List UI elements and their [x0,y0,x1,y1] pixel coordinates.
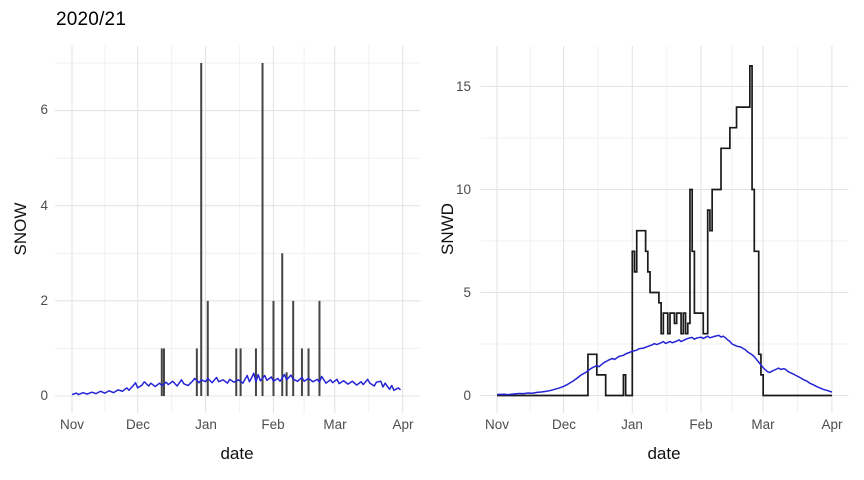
snow-x-axis-title: date [220,444,254,463]
snwd-y-axis-title: SNWD [438,203,457,255]
snwd-y-tick-0: 0 [463,388,471,403]
snwd-x-tick-feb: Feb [689,417,713,432]
snow-x-tick-dec: Dec [125,417,150,432]
snwd-x-tick-dec: Dec [551,417,576,432]
snwd-x-axis-title: date [647,444,681,463]
snow-y-tick-4: 4 [40,198,48,213]
snwd-x-tick-nov: Nov [484,417,509,432]
snow-x-tick-feb: Feb [261,417,285,432]
snow-x-tick-apr: Apr [392,417,414,432]
snwd-x-tick-jan: Jan [621,417,643,432]
snow-y-tick-2: 2 [40,293,48,308]
snwd-y-tick-15: 15 [455,79,471,94]
snow-x-tick-mar: Mar [323,417,347,432]
snow-y-tick-6: 6 [40,102,48,117]
snow-y-tick-0: 0 [40,388,48,403]
snow-x-tick-jan: Jan [195,417,217,432]
snwd-y-tick-5: 5 [463,285,471,300]
snow-x-tick-nov: Nov [59,417,84,432]
snwd-y-tick-10: 10 [455,182,471,197]
plot-title: 2020/21 [56,9,127,30]
snow-y-axis-title: SNOW [11,202,30,256]
snwd-x-tick-mar: Mar [751,417,775,432]
snwd-x-tick-apr: Apr [821,417,843,432]
